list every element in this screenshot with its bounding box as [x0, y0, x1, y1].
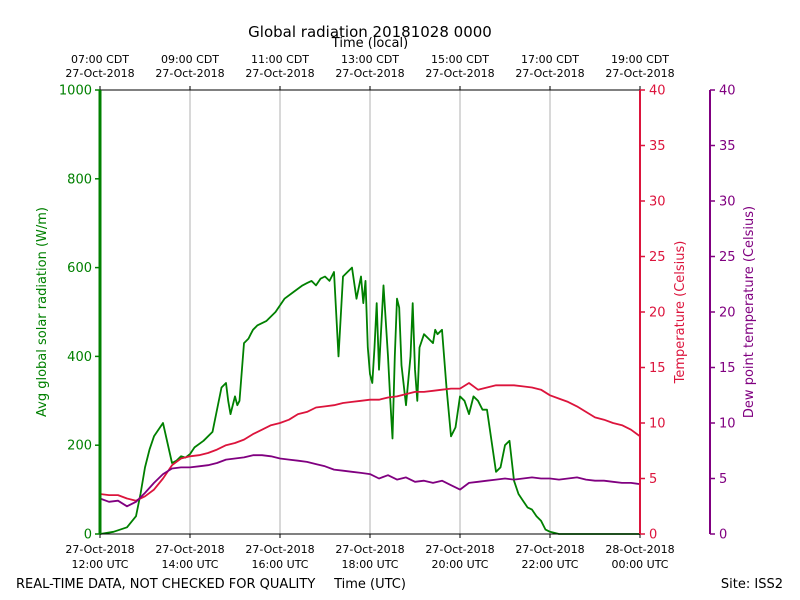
- series-line-temperature: [99, 382, 641, 502]
- x-tick-label-top-date: 27-Oct-2018: [515, 67, 584, 80]
- y-tick-label-dewpoint: 25: [719, 250, 736, 265]
- y-tick-label-dewpoint: 40: [719, 84, 736, 99]
- y-tick-label-radiation: 400: [67, 350, 92, 365]
- x-tick-label-top-date: 27-Oct-2018: [335, 67, 404, 80]
- y-tick-label-temperature: 5: [649, 472, 657, 487]
- y-tick-label-radiation: 0: [84, 528, 92, 543]
- series-layer: [99, 266, 641, 535]
- x-tick-label-bottom: 28-Oct-2018: [605, 543, 674, 556]
- x-tick-label-top: 19:00 CDT: [611, 53, 669, 66]
- x-tick-label-top-date: 27-Oct-2018: [605, 67, 674, 80]
- y-tick-label-temperature: 15: [649, 361, 666, 376]
- y-tick-label-temperature: 10: [649, 417, 666, 432]
- y-axis-label-dewpoint: Dew point temperature (Celsius): [742, 206, 757, 418]
- x-tick-label-bottom: 27-Oct-2018: [245, 543, 314, 556]
- x-tick-label-top-date: 27-Oct-2018: [65, 67, 134, 80]
- x-tick-label-top: 11:00 CDT: [251, 53, 309, 66]
- y-tick-label-dewpoint: 30: [719, 195, 736, 210]
- footer-quality-note: REAL-TIME DATA, NOT CHECKED FOR QUALITY: [16, 577, 315, 592]
- y-tick-label-temperature: 30: [649, 195, 666, 210]
- x-tick-label-bottom-time: 16:00 UTC: [251, 558, 308, 571]
- x-tick-label-bottom: 27-Oct-2018: [425, 543, 494, 556]
- x-tick-label-bottom-time: 14:00 UTC: [161, 558, 218, 571]
- y-tick-label-temperature: 25: [649, 250, 666, 265]
- x-tick-label-bottom-time: 18:00 UTC: [341, 558, 398, 571]
- grid: [189, 90, 551, 534]
- x-tick-label-top-date: 27-Oct-2018: [425, 67, 494, 80]
- y-tick-label-temperature: 40: [649, 84, 666, 99]
- x-tick-label-top-date: 27-Oct-2018: [155, 67, 224, 80]
- y-tick-label-radiation: 800: [67, 172, 92, 187]
- x-tick-label-bottom-time: 20:00 UTC: [431, 558, 488, 571]
- y-axis-label-temperature: Temperature (Celsius): [673, 241, 688, 385]
- x-tick-label-bottom: 27-Oct-2018: [65, 543, 134, 556]
- x-tick-label-bottom: 27-Oct-2018: [515, 543, 584, 556]
- y-tick-label-dewpoint: 15: [719, 361, 736, 376]
- y-tick-label-dewpoint: 20: [719, 306, 736, 321]
- y-axis-label-radiation: Avg global solar radiation (W/m): [35, 207, 50, 417]
- series-line-radiation: [99, 266, 640, 535]
- chart-title: Global radiation 20181028 0000: [248, 23, 492, 41]
- y-tick-label-dewpoint: 35: [719, 139, 736, 154]
- x-tick-label-top: 17:00 CDT: [521, 53, 579, 66]
- x-tick-label-top: 13:00 CDT: [341, 53, 399, 66]
- y-tick-label-dewpoint: 5: [719, 472, 727, 487]
- x-tick-label-bottom: 27-Oct-2018: [155, 543, 224, 556]
- y-tick-label-temperature: 35: [649, 139, 666, 154]
- x-tick-label-top-date: 27-Oct-2018: [245, 67, 314, 80]
- series-line-dewpoint: [99, 454, 641, 508]
- y-tick-label-radiation: 200: [67, 439, 92, 454]
- axes-layer: 27-Oct-2018 12:00 UTC 27-Oct-2018 14:00 UTC…: [35, 53, 757, 571]
- y-tick-label-temperature: 20: [649, 306, 666, 321]
- x-tick-label-top: 07:00 CDT: [71, 53, 129, 66]
- x-tick-label-top: 15:00 CDT: [431, 53, 489, 66]
- y-tick-label-radiation: 600: [67, 261, 92, 276]
- x-tick-label-bottom-time: 00:00 UTC: [611, 558, 668, 571]
- x-tick-label-bottom: 27-Oct-2018: [335, 543, 404, 556]
- top-axis-label: Time (local): [331, 36, 408, 51]
- x-tick-label-bottom-time: 22:00 UTC: [521, 558, 578, 571]
- x-tick-label-top: 09:00 CDT: [161, 53, 219, 66]
- y-tick-label-dewpoint: 0: [719, 528, 727, 543]
- footer-site: Site: ISS2: [721, 577, 783, 592]
- x-axis-label: Time (UTC): [333, 577, 406, 592]
- x-tick-label-bottom-time: 12:00 UTC: [71, 558, 128, 571]
- y-tick-label-dewpoint: 10: [719, 417, 736, 432]
- y-tick-label-radiation: 1000: [59, 84, 92, 99]
- y-tick-label-temperature: 0: [649, 528, 657, 543]
